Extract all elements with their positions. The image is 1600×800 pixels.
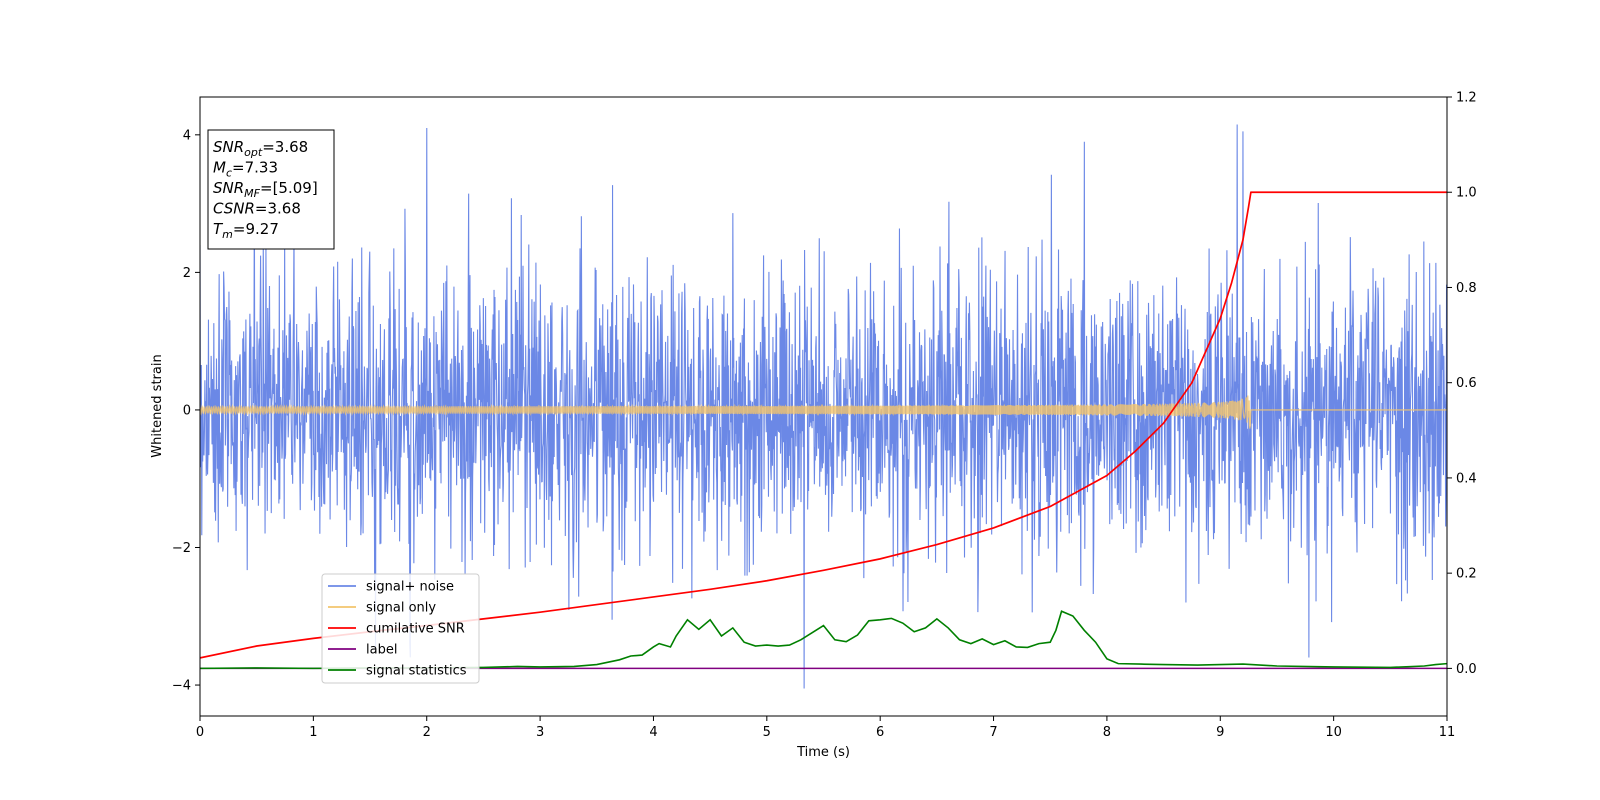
- signal-statistics-line: [200, 610, 1447, 670]
- x-tick-label: 7: [989, 725, 997, 740]
- y2-tick-label: 0.0: [1456, 662, 1477, 677]
- y-axis-left: −4 −2 0 2 4: [172, 128, 200, 694]
- y2-tick-label: 0.6: [1456, 376, 1477, 391]
- signal-only-line: [200, 395, 1447, 429]
- x-tick-label: 5: [763, 725, 771, 740]
- legend-label: signal statistics: [366, 664, 467, 679]
- plot-frame: [199, 96, 1448, 717]
- info-line: Mc=7.33: [213, 159, 278, 180]
- y-axis-right: 0.0 0.2 0.4 0.6 0.8 1.0 1.2: [1447, 91, 1477, 677]
- x-tick-label: 4: [649, 725, 657, 740]
- legend-label: signal+ noise: [366, 580, 454, 595]
- x-tick-label: 0: [196, 725, 204, 740]
- info-line: SNRMF=[5.09]: [213, 179, 318, 200]
- x-tick-label: 2: [423, 725, 431, 740]
- info-box-frame: [207, 129, 335, 250]
- legend-label: signal only: [366, 601, 436, 616]
- info-line: Tm=9.27: [213, 220, 279, 241]
- y-tick-label: 0: [183, 403, 191, 418]
- legend-label: label: [366, 643, 397, 658]
- y-tick-label: 4: [183, 128, 191, 143]
- y2-tick-label: 0.8: [1456, 281, 1477, 296]
- x-tick-label: 11: [1439, 725, 1456, 740]
- x-axis-label: Time (s): [796, 745, 850, 760]
- x-tick-label: 8: [1103, 725, 1111, 740]
- y2-tick-label: 1.2: [1456, 91, 1477, 106]
- legend: signal+ noise signal only cumilative SNR la…: [321, 573, 480, 684]
- x-tick-label: 3: [536, 725, 544, 740]
- x-tick-label: 9: [1216, 725, 1224, 740]
- info-line: SNRopt=3.68: [213, 138, 308, 159]
- y-axis-label: Whitened strain: [150, 354, 165, 457]
- x-tick-label: 10: [1325, 725, 1342, 740]
- info-line: CSNR=3.68: [213, 200, 301, 218]
- y2-tick-label: 1.0: [1456, 186, 1477, 201]
- x-tick-label: 1: [309, 725, 317, 740]
- legend-label: cumilative SNR: [366, 622, 465, 637]
- y2-tick-label: 0.4: [1456, 471, 1477, 486]
- y-tick-label: −2: [172, 541, 191, 556]
- y-tick-label: −4: [172, 679, 191, 694]
- legend-frame: [321, 573, 480, 684]
- y2-tick-label: 0.2: [1456, 567, 1477, 582]
- y-tick-label: 2: [183, 266, 191, 281]
- x-tick-label: 6: [876, 725, 884, 740]
- x-axis: 0 1 2 3 4 5 6 7 8 9 10 11: [196, 716, 1455, 740]
